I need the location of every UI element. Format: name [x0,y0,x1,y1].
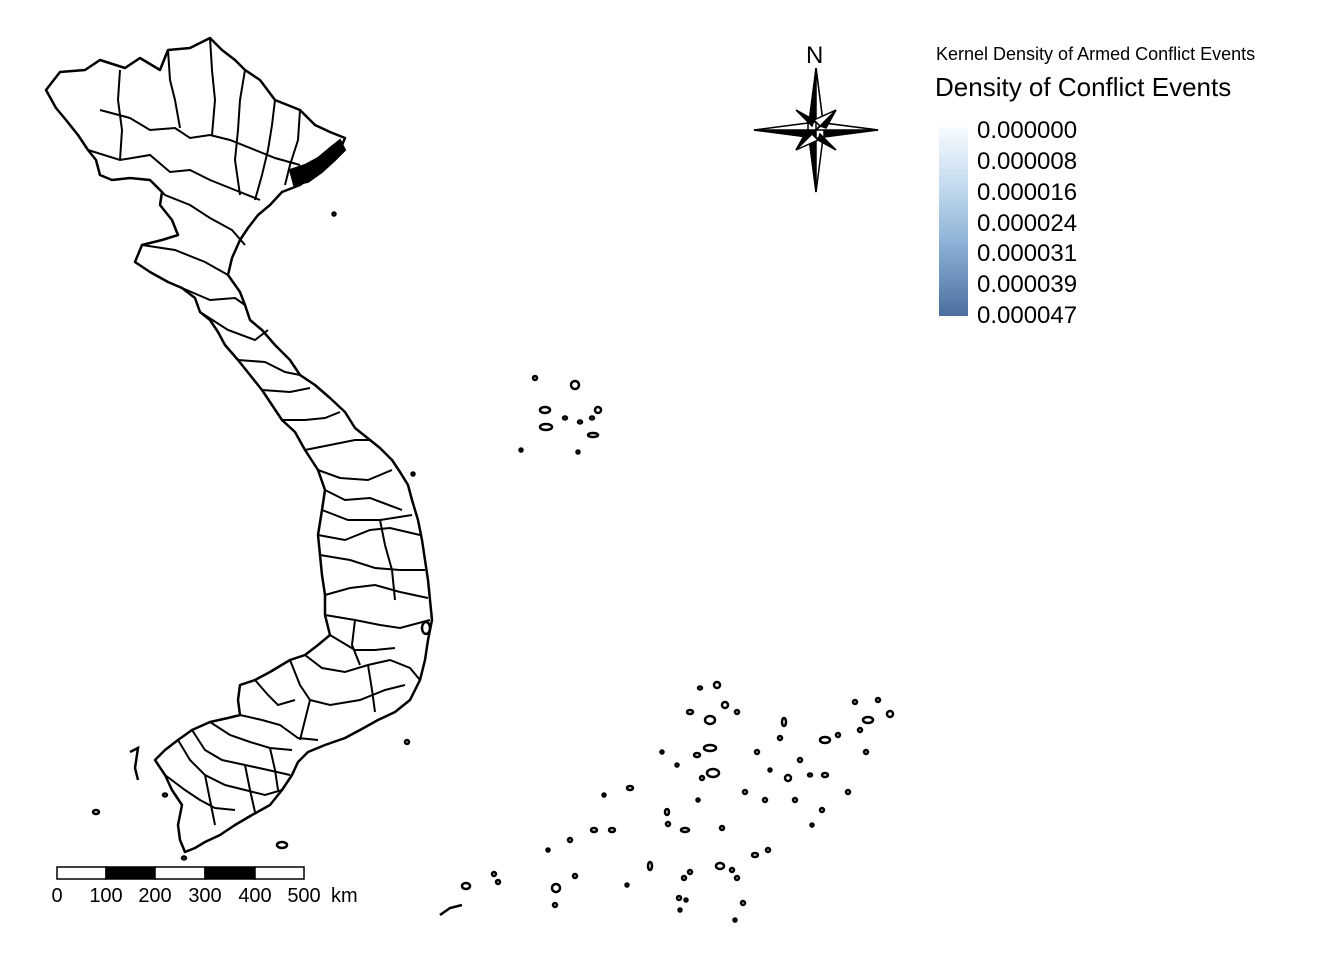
spratly-islands [439,680,895,923]
legend-color-bar [939,127,968,316]
province-boundaries [87,37,431,826]
legend-label-3: 0.000024 [977,210,1078,237]
scale-bar [56,866,305,880]
coastal-islands [91,211,432,861]
legend-label-5: 0.000039 [977,271,1078,298]
scale-unit: km [331,885,358,907]
scale-tick-300: 300 [188,885,222,907]
legend-label-2: 0.000016 [977,179,1078,206]
halong-bay-islands [288,138,347,187]
north-label: N [806,42,824,69]
scale-tick-200: 200 [138,885,172,907]
country-outline [44,36,434,854]
scale-tick-500: 500 [287,885,321,907]
legend-label-1: 0.000008 [977,148,1078,175]
paracel-islands [518,374,603,455]
compass-rose-icon [753,67,879,193]
legend-label-6: 0.000047 [977,302,1078,329]
legend-subtitle: Density of Conflict Events [935,72,1232,102]
scale-tick-400: 400 [238,885,272,907]
legend-label-4: 0.000031 [977,240,1078,267]
scale-tick-100: 100 [89,885,123,907]
legend-label-0: 0.000000 [977,117,1078,144]
legend-title: Kernel Density of Armed Conflict Events [936,44,1256,64]
scale-tick-0: 0 [51,885,63,907]
